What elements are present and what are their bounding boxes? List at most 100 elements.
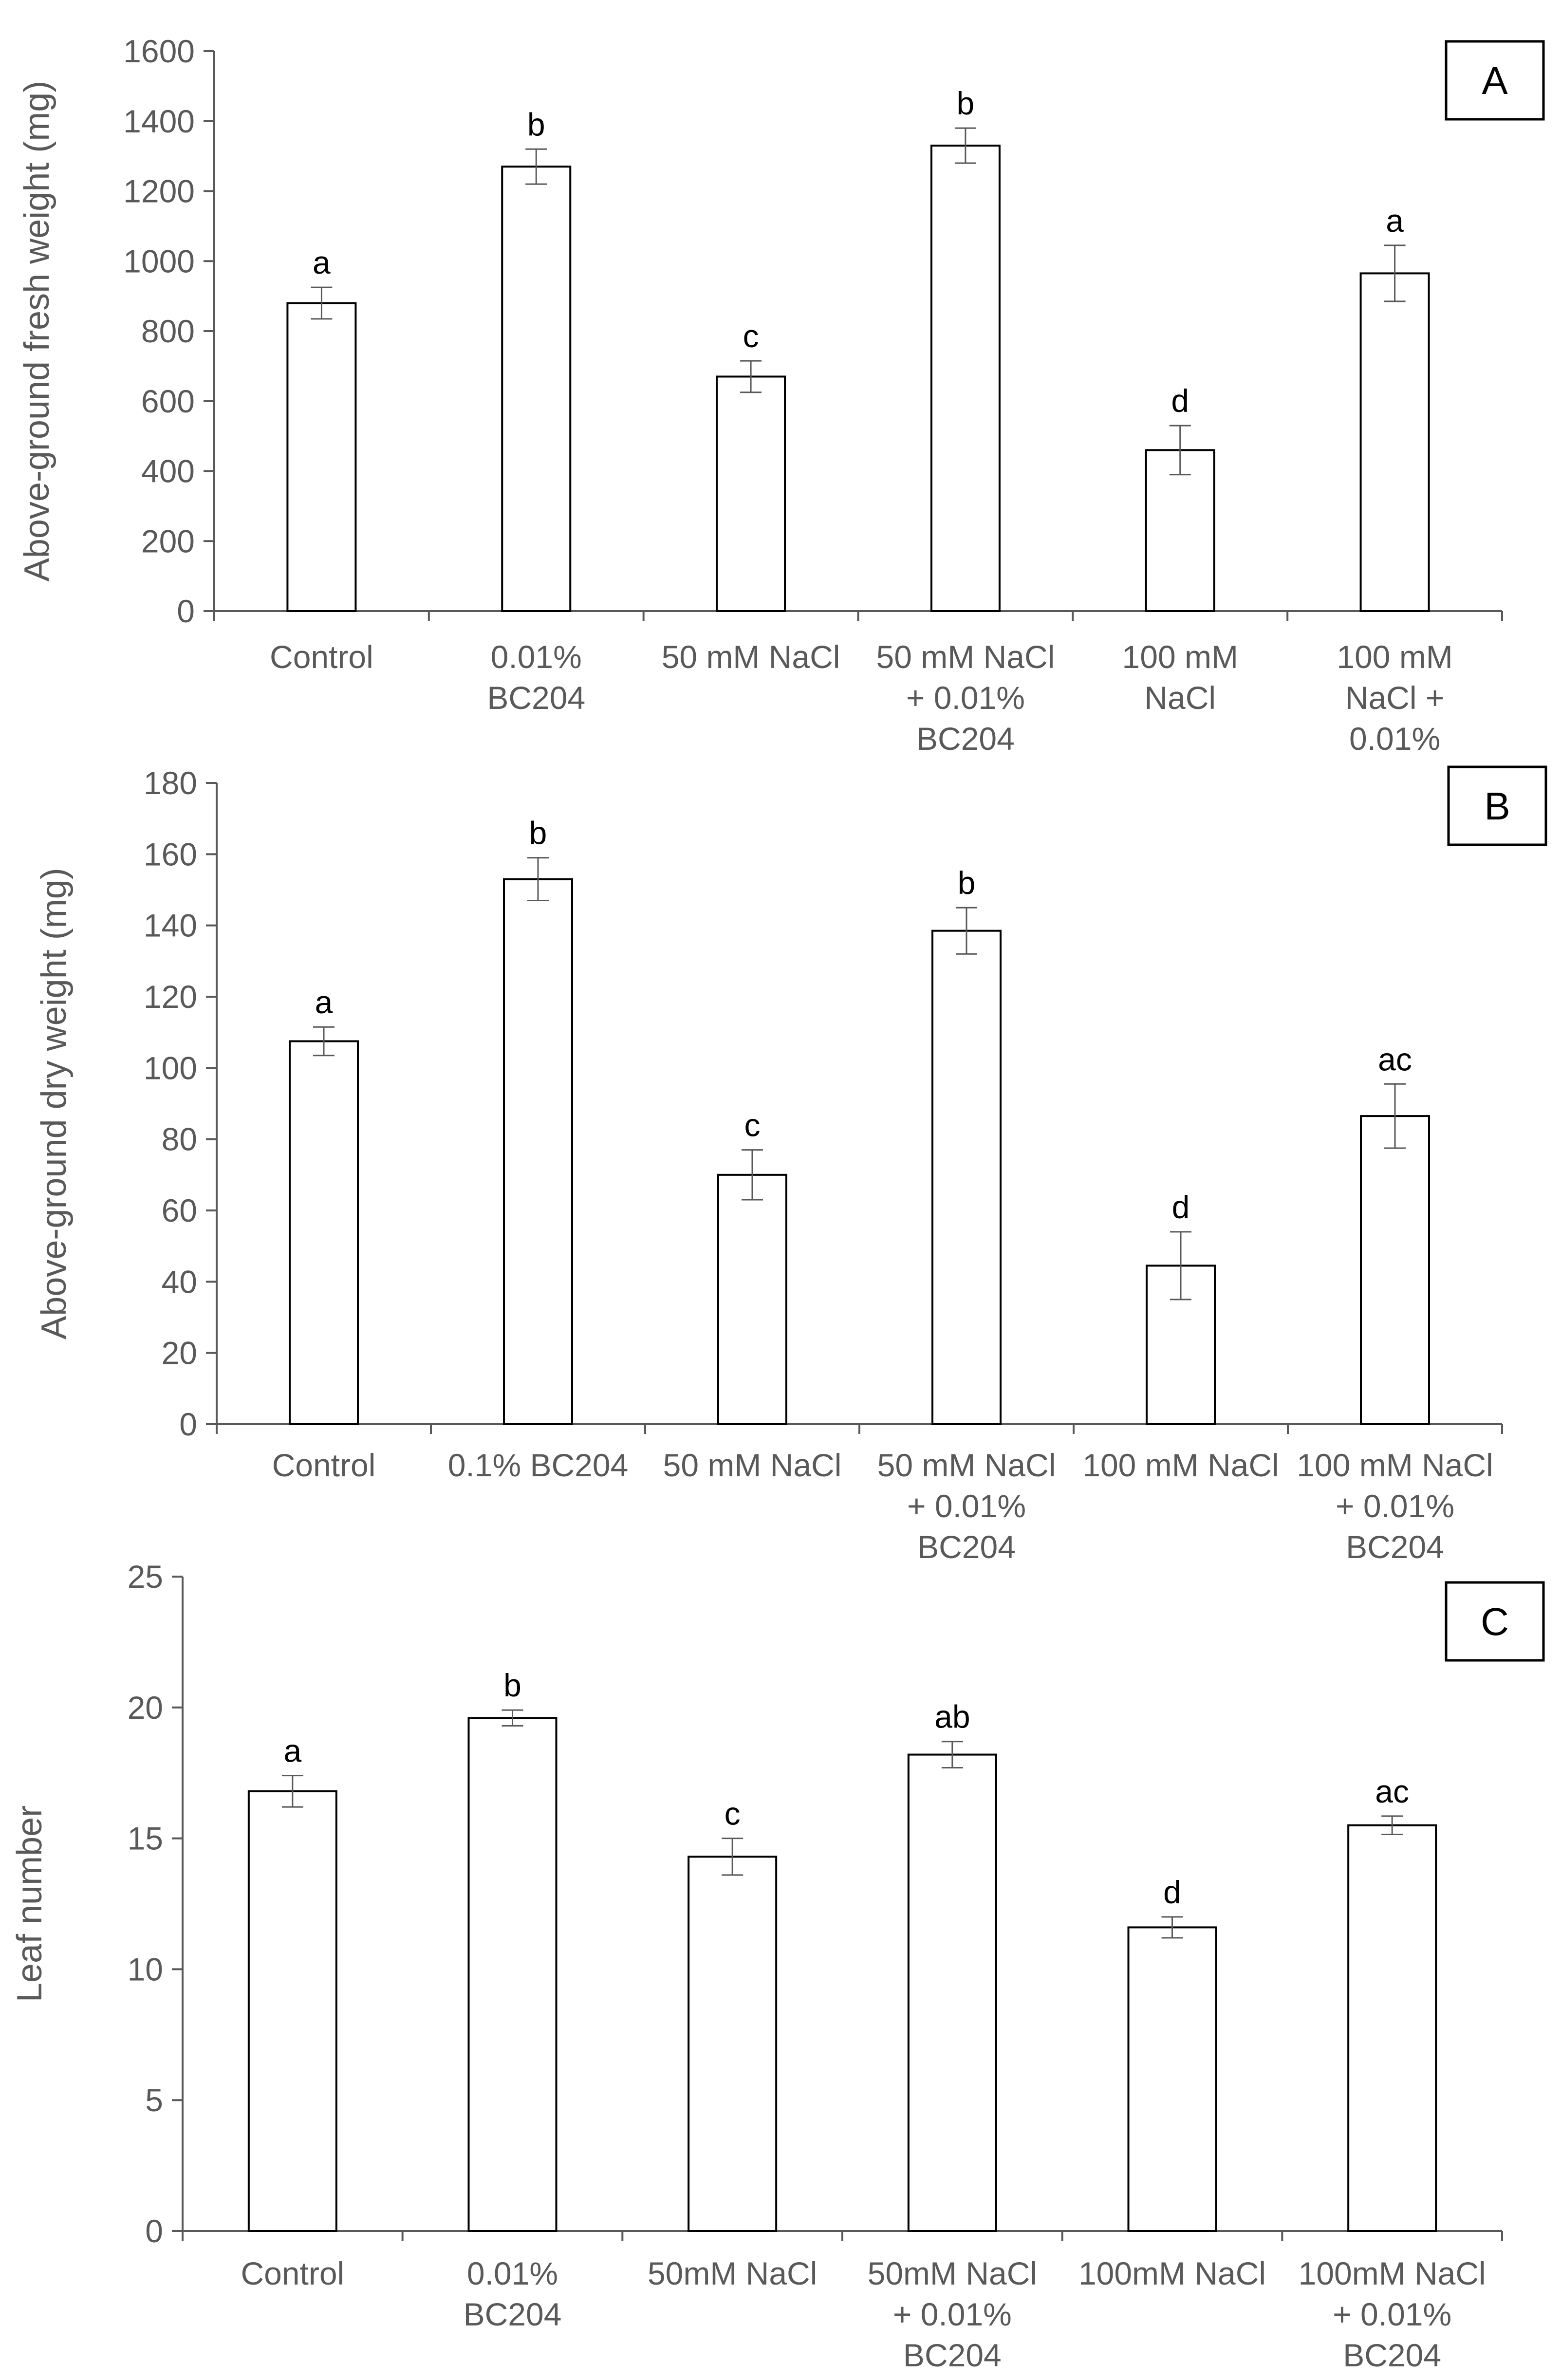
x-tick-label: 50 mM NaCl + 0.01% BC204 [877,1447,1056,1565]
bar [286,302,357,612]
y-tick-label: 60 [162,1192,197,1228]
y-tick-label: 5 [145,2082,163,2118]
y-tick-label: 1200 [123,173,195,209]
x-tick-label: 100mM NaCl [1078,2255,1266,2291]
x-tick-label-line: NaCl [1144,680,1216,716]
y-tick-label: 180 [144,765,197,801]
significance-label: d [1163,1874,1181,1910]
x-tick-label-line: Control [241,2255,344,2291]
significance-label: b [958,865,976,901]
x-tick-label-line: 100 mM NaCl [1297,1447,1493,1483]
y-tick-label: 140 [144,908,197,944]
bar [503,878,573,1425]
significance-label: b [503,1667,521,1703]
x-tick-label-line: BC204 [917,1529,1016,1565]
x-tick-label-line: 0.01% [1349,721,1440,757]
significance-label: c [744,1107,761,1143]
y-tick-label: 20 [162,1335,197,1371]
bar [467,1717,558,2232]
x-tick-label-line: BC204 [464,2296,562,2332]
x-tick-label: 50 mM NaCl [663,1447,842,1483]
significance-label: a [1386,203,1404,239]
bar [247,1790,337,2232]
bar [1145,449,1215,612]
y-tick-label: 0 [145,2213,163,2249]
significance-label: d [1172,1189,1190,1225]
y-tick-label: 15 [128,1821,163,1857]
x-tick-label-line: 50mM NaCl [648,2255,817,2291]
significance-label: a [283,1733,301,1769]
bar [1360,1115,1430,1426]
y-axis-label: Above-ground dry weight (mg) [35,868,74,1339]
x-tick-label-line: 100mM NaCl [1078,2255,1266,2291]
x-tick-label-line: 50mM NaCl [868,2255,1037,2291]
y-tick-label: 600 [141,383,195,419]
bar [717,1173,787,1425]
x-tick-label-line: Control [270,639,373,675]
x-tick-label: 50mM NaCl + 0.01% BC204 [868,2255,1037,2373]
x-tick-label: 50mM NaCl [648,2255,817,2291]
bar [930,145,1001,612]
x-tick-label: 100 mM NaCl + 0.01% BC204 [1297,1447,1493,1565]
bar [907,1753,997,2232]
y-tick-label: 800 [141,313,195,349]
x-tick-label: 0.01% BC204 [464,2255,562,2332]
y-tick-label: 40 [162,1264,197,1300]
panel-a: 0 200 400 600 800 1000 1200 1400 1600 Above-groun… [18,33,1545,757]
y-tick-label: 120 [144,979,197,1015]
x-tick-label-line: NaCl + [1345,680,1445,716]
y-tick-label: 10 [128,1951,163,1987]
x-tick-label: Control [272,1447,376,1483]
x-tick-label: 100mM NaCl + 0.01% BC204 [1299,2255,1486,2373]
y-axis-label: Leaf number [10,1805,49,2002]
x-tick-label-line: 0.1% BC204 [448,1447,629,1483]
y-tick-label: 400 [141,453,195,489]
y-axis-label: Above-ground fresh weight (mg) [18,81,56,582]
significance-label: a [313,244,331,280]
x-tick-label-line: 50 mM NaCl [876,639,1055,675]
x-tick-label: Control [270,639,373,675]
significance-label: ac [1375,1773,1409,1809]
x-tick-label-line: BC204 [487,680,585,716]
x-tick-label-line: Control [272,1447,376,1483]
significance-label: b [527,106,545,142]
panel-c: 0 5 10 15 20 25 Leaf number a Control b 0.01% BC204… [10,1559,1545,2373]
x-tick-label-line: BC204 [1346,1529,1444,1565]
x-tick-label: 100 mM NaCl + 0.01% [1337,639,1452,757]
x-tick-label: 0.01% BC204 [487,639,585,716]
x-tick-label-line: + 0.01% [1336,1488,1454,1524]
bar [1127,1926,1217,2232]
x-tick-label-line: 100 mM [1337,639,1452,675]
significance-label: a [315,984,333,1020]
significance-label: ac [1378,1041,1412,1077]
x-tick-label-line: 0.01% [491,639,582,675]
y-tick-label: 0 [177,593,195,629]
x-tick-label-line: BC204 [903,2337,1002,2373]
y-tick-label: 20 [128,1690,163,1726]
bar [716,375,786,612]
panel-label-box [1447,765,1547,846]
x-tick-label-line: 0.01% [467,2255,558,2291]
y-tick-label: 160 [144,836,197,872]
y-tick-label: 1400 [123,103,195,139]
x-tick-label-line: 100mM NaCl [1299,2255,1486,2291]
x-tick-label-line: BC204 [916,721,1015,757]
panel-label-box [1445,1581,1545,1662]
panel-label: A [1482,59,1508,102]
x-tick-label: 50 mM NaCl [662,639,840,675]
bar [501,166,572,612]
y-tick-label: 200 [141,523,195,559]
bar [931,930,1002,1426]
x-tick-label: Control [241,2255,344,2291]
significance-label: b [957,85,975,121]
bar [688,1856,778,2232]
x-tick-label-line: 100 mM NaCl [1082,1447,1279,1483]
bar [289,1040,359,1425]
x-tick-label: 50 mM NaCl + 0.01% BC204 [876,639,1055,757]
y-tick-label: 80 [162,1121,197,1157]
y-tick-label: 1000 [123,243,195,279]
x-tick-label-line: + 0.01% [893,2296,1012,2332]
significance-label: c [725,1796,741,1832]
x-tick-label: 0.1% BC204 [448,1447,629,1483]
